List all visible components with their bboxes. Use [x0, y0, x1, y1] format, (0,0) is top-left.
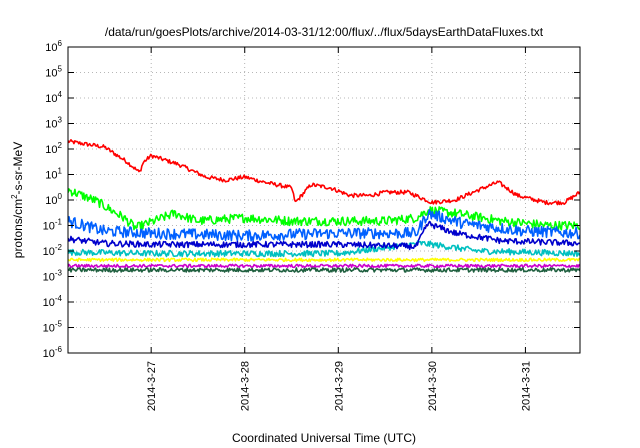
series-group: [68, 139, 580, 273]
series-line-5: [68, 220, 580, 251]
x-tick-label: 2014-3-31: [520, 361, 532, 411]
y-tick-label: 102: [45, 141, 62, 156]
x-tick-label: 2014-3-27: [146, 361, 158, 411]
series-line-6: [68, 257, 580, 263]
chart-title: /data/run/goesPlots/archive/2014-03-31/1…: [105, 25, 544, 39]
grid: [68, 47, 580, 353]
x-tick-label: 2014-3-30: [427, 361, 439, 411]
y-tick-label: 105: [45, 65, 62, 80]
series-line-1: [68, 139, 580, 206]
y-tick-label: 10-3: [43, 269, 63, 284]
series-line-8: [68, 267, 580, 273]
y-tick-label: 10-4: [43, 294, 63, 309]
series-line-2: [68, 188, 580, 232]
y-tick-label: 10-1: [43, 218, 63, 233]
x-tick-label: 2014-3-29: [333, 361, 345, 411]
axes: 10-6 10-5 10-4 10-3 10-2 10-1 100 101 102 103 104 1…: [43, 39, 580, 411]
y-axis-label: protons/cm2-s-sr-MeV: [10, 142, 25, 258]
series-line-7: [68, 263, 580, 269]
y-tick-label: 10-5: [43, 320, 63, 335]
x-axis-label: Coordinated Universal Time (UTC): [232, 431, 416, 445]
series-line-4: [68, 209, 580, 242]
y-tick-label: 10-2: [43, 243, 63, 258]
y-tick-label: 104: [45, 90, 62, 105]
y-tick-label: 101: [45, 167, 62, 182]
y-tick-label: 103: [45, 116, 62, 131]
series-line-3: [68, 240, 580, 258]
x-tick-label: 2014-3-28: [240, 361, 252, 411]
y-tick-label: 106: [45, 39, 62, 54]
y-tick-label: 100: [45, 192, 62, 207]
y-tick-label: 10-6: [43, 345, 63, 360]
